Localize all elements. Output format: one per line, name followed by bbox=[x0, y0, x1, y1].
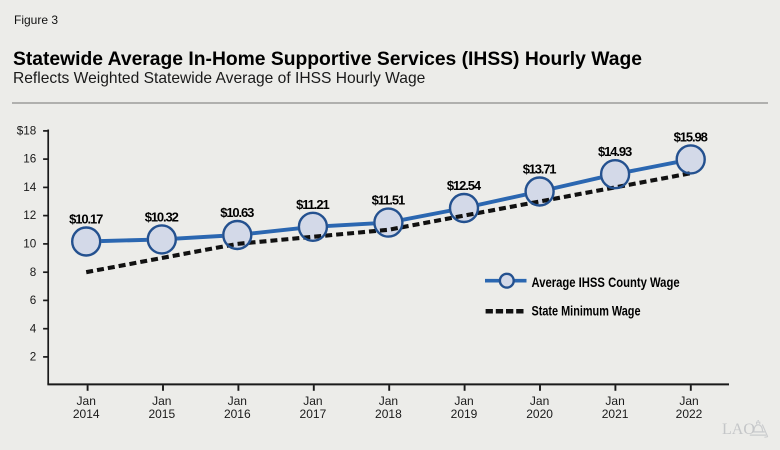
svg-text:14: 14 bbox=[23, 181, 37, 194]
svg-text:8: 8 bbox=[30, 266, 37, 279]
svg-text:$10.32: $10.32 bbox=[145, 209, 179, 224]
svg-text:$14.93: $14.93 bbox=[598, 144, 632, 159]
svg-text:Jan: Jan bbox=[679, 394, 698, 408]
svg-text:2022: 2022 bbox=[676, 407, 703, 421]
svg-text:Jan: Jan bbox=[303, 394, 322, 408]
svg-text:$13.71: $13.71 bbox=[523, 162, 557, 177]
svg-text:Jan: Jan bbox=[605, 394, 624, 408]
svg-text:$10.63: $10.63 bbox=[220, 205, 254, 220]
svg-text:2015: 2015 bbox=[148, 407, 175, 421]
svg-text:2: 2 bbox=[30, 351, 37, 364]
svg-text:$15.98: $15.98 bbox=[674, 129, 708, 144]
svg-text:State Minimum Wage: State Minimum Wage bbox=[532, 304, 641, 319]
svg-text:$18: $18 bbox=[17, 125, 37, 138]
svg-text:12: 12 bbox=[23, 209, 36, 222]
svg-text:Jan: Jan bbox=[228, 394, 247, 408]
svg-text:Jan: Jan bbox=[152, 394, 171, 408]
svg-text:2021: 2021 bbox=[602, 407, 629, 421]
svg-text:2020: 2020 bbox=[526, 407, 553, 421]
svg-text:2018: 2018 bbox=[375, 407, 402, 421]
svg-text:$11.51: $11.51 bbox=[372, 193, 406, 208]
svg-text:$12.54: $12.54 bbox=[447, 178, 482, 193]
svg-text:Jan: Jan bbox=[379, 394, 398, 408]
svg-text:$10.17: $10.17 bbox=[69, 212, 103, 227]
svg-text:4: 4 bbox=[30, 322, 37, 335]
svg-text:Jan: Jan bbox=[77, 394, 96, 408]
svg-text:2016: 2016 bbox=[224, 407, 251, 421]
svg-text:16: 16 bbox=[23, 153, 36, 166]
svg-text:Jan: Jan bbox=[530, 394, 549, 408]
svg-text:2017: 2017 bbox=[300, 407, 327, 421]
svg-text:10: 10 bbox=[23, 238, 37, 251]
svg-text:2014: 2014 bbox=[73, 407, 100, 421]
svg-text:2019: 2019 bbox=[451, 407, 478, 421]
svg-text:6: 6 bbox=[30, 294, 37, 307]
svg-text:Average IHSS County Wage: Average IHSS County Wage bbox=[532, 275, 681, 290]
svg-text:$11.21: $11.21 bbox=[296, 197, 330, 212]
svg-text:Jan: Jan bbox=[454, 394, 473, 408]
